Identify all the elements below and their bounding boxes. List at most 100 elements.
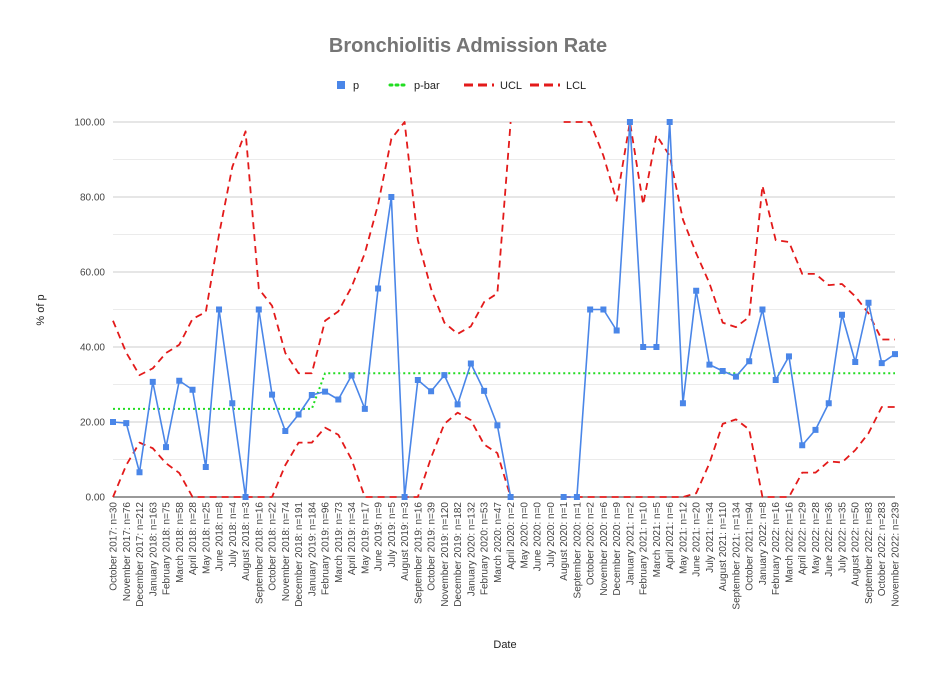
x-tick-label: September 2021: n=134 [731, 502, 742, 610]
x-tick-label: July 2018: n=4 [228, 502, 239, 568]
x-tick-label: November 2022: n=239 [891, 502, 902, 607]
data-point [865, 299, 872, 306]
data-point [295, 411, 302, 418]
x-tick-label: May 2019: n=17 [360, 502, 371, 574]
data-point [255, 306, 262, 313]
y-axis-title: % of p [35, 294, 47, 325]
x-axis-title: Date [493, 639, 516, 651]
x-tick-label: July 2022: n=35 [837, 502, 848, 573]
legend-item-p: p [337, 80, 359, 92]
series-p [110, 119, 898, 500]
x-tick-label: October 2021: n=94 [745, 502, 756, 591]
legend-label: UCL [500, 80, 522, 92]
data-point [375, 285, 382, 292]
y-tick-label: 0.00 [86, 493, 106, 504]
x-tick-label: December 2018: n=191 [294, 502, 305, 607]
x-tick-label: February 2022: n=16 [771, 502, 782, 596]
data-point [626, 119, 633, 125]
x-tick-label: April 2019: n=34 [347, 502, 358, 576]
x-tick-label: March 2019: n=73 [334, 502, 345, 583]
data-point [640, 344, 647, 350]
x-tick-label: December 2019: n=182 [453, 502, 464, 607]
data-point [163, 444, 170, 451]
series-layer [110, 119, 898, 500]
series-p-bar [113, 372, 895, 410]
data-point [189, 386, 196, 393]
y-axis-ticks: 0.00 20.00 40.00 60.00 80.00 100.00 [74, 118, 105, 504]
data-point [812, 426, 819, 433]
data-point [467, 360, 474, 367]
x-tick-label: August 2018: n=3 [241, 502, 252, 581]
x-tick-label: October 2018: n=22 [268, 502, 279, 591]
series-LCL [112, 406, 895, 498]
x-tick-label: July 2021: n=34 [705, 502, 716, 573]
x-tick-label: April 2018: n=28 [188, 502, 199, 576]
x-tick-label: August 2020: n=1 [559, 502, 570, 581]
legend-label: p-bar [414, 80, 440, 92]
data-point [454, 401, 461, 408]
data-point [825, 400, 832, 407]
chart-title: Bronchiolitis Admission Rate [329, 35, 607, 57]
data-point [335, 396, 342, 403]
data-point [388, 194, 395, 200]
data-point [136, 469, 143, 476]
x-tick-label: May 2018: n=25 [201, 502, 212, 574]
data-point [560, 494, 567, 500]
x-tick-label: November 2019: n=120 [440, 502, 451, 607]
y-tick-label: 100.00 [74, 118, 105, 129]
data-point [308, 392, 315, 398]
x-tick-label: January 2022: n=8 [758, 502, 769, 586]
x-tick-label: June 2021: n=20 [692, 502, 703, 577]
x-tick-label: February 2021: n=10 [639, 502, 650, 596]
data-point [719, 368, 726, 374]
x-tick-label: December 2020: n=9 [612, 502, 623, 596]
data-point [494, 422, 501, 429]
x-tick-label: November 2020: n=6 [599, 502, 610, 596]
data-point [441, 372, 448, 379]
x-tick-label: October 2022: n=283 [877, 502, 888, 597]
x-tick-label: January 2021: n=2 [625, 502, 636, 586]
x-tick-label: March 2022: n=16 [784, 502, 795, 583]
x-tick-label: September 2020: n=1 [572, 502, 583, 599]
data-point [759, 306, 766, 313]
x-tick-label: October 2017: n=30 [109, 502, 120, 591]
x-tick-label: June 2018: n=8 [215, 502, 226, 572]
x-tick-label: October 2020: n=2 [586, 502, 597, 586]
x-tick-label: January 2020: n=132 [466, 502, 477, 597]
data-point [679, 400, 686, 407]
series-line-p-bar [113, 372, 895, 410]
data-point [573, 494, 580, 500]
data-point [123, 420, 130, 427]
x-tick-label: May 2021: n=12 [678, 502, 689, 574]
data-point [613, 327, 620, 334]
y-tick-label: 60.00 [80, 268, 105, 279]
legend-label: LCL [566, 80, 586, 92]
y-tick-label: 80.00 [80, 193, 105, 204]
data-point [348, 372, 355, 379]
series-line-UCL [112, 121, 895, 377]
data-point [878, 360, 885, 367]
data-point [401, 494, 408, 500]
data-point [414, 377, 421, 383]
x-tick-label: July 2019: n=5 [387, 502, 398, 568]
y-tick-label: 40.00 [80, 343, 105, 354]
legend-item-p-bar: p-bar [388, 80, 440, 92]
x-tick-label: September 2019: n=16 [413, 502, 424, 604]
x-tick-label: March 2018: n=58 [175, 502, 186, 583]
data-point [852, 359, 859, 365]
x-tick-label: October 2019: n=39 [427, 502, 438, 591]
data-point [322, 388, 329, 395]
data-point [693, 287, 700, 294]
x-axis-ticks: October 2017: n=30 November 2017: n=76 Dec… [109, 502, 902, 610]
x-tick-label: January 2019: n=184 [307, 502, 318, 597]
data-point [149, 378, 156, 385]
data-point [653, 344, 660, 350]
x-tick-label: August 2022: n=50 [851, 502, 862, 587]
data-point [202, 464, 209, 470]
x-tick-label: April 2020: n=2 [506, 502, 517, 570]
gridlines [113, 121, 895, 498]
x-tick-label: August 2021: n=110 [718, 502, 729, 591]
data-point [428, 388, 435, 395]
series-line-LCL [112, 406, 895, 498]
legend-label: p [353, 80, 359, 92]
